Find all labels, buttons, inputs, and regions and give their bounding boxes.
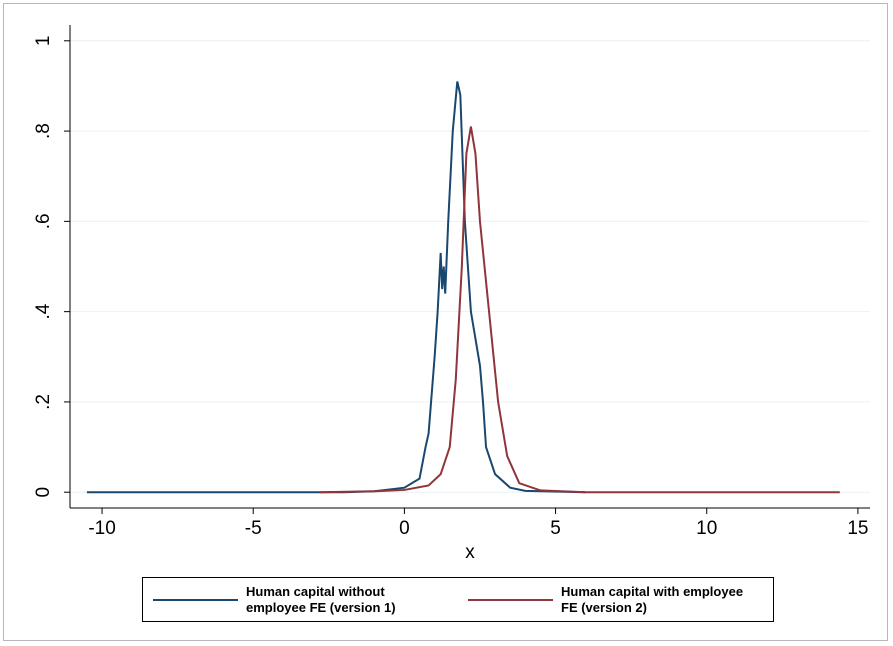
- legend-label: Human capital without employee FE (versi…: [246, 583, 396, 615]
- y-tick-label: .4: [33, 303, 54, 319]
- legend: Human capital without employee FE (versi…: [142, 577, 774, 622]
- legend-swatch: [468, 598, 553, 601]
- legend-entry: Human capital with employee FE (version …: [458, 584, 773, 616]
- x-tick-label: 15: [847, 518, 868, 539]
- density-line: [319, 126, 840, 494]
- density-line: [86, 81, 586, 494]
- legend-entry: Human capital without employee FE (versi…: [143, 584, 458, 616]
- y-tick-label: .2: [33, 394, 54, 410]
- legend-swatch: [153, 598, 238, 601]
- y-tick-label: .6: [33, 213, 54, 229]
- y-tick-label: 0: [33, 487, 54, 498]
- y-tick-label: 1: [33, 36, 54, 47]
- x-tick-label: -10: [88, 518, 115, 539]
- legend-label: Human capital with employee FE (version …: [561, 583, 744, 615]
- x-tick-label: 10: [696, 518, 717, 539]
- x-tick-label: -5: [245, 518, 262, 539]
- y-tick-label: .8: [33, 123, 54, 139]
- x-tick-label: 5: [550, 518, 561, 539]
- frame: [3, 3, 888, 641]
- x-axis-title: x: [465, 542, 475, 563]
- x-tick-label: 0: [399, 518, 410, 539]
